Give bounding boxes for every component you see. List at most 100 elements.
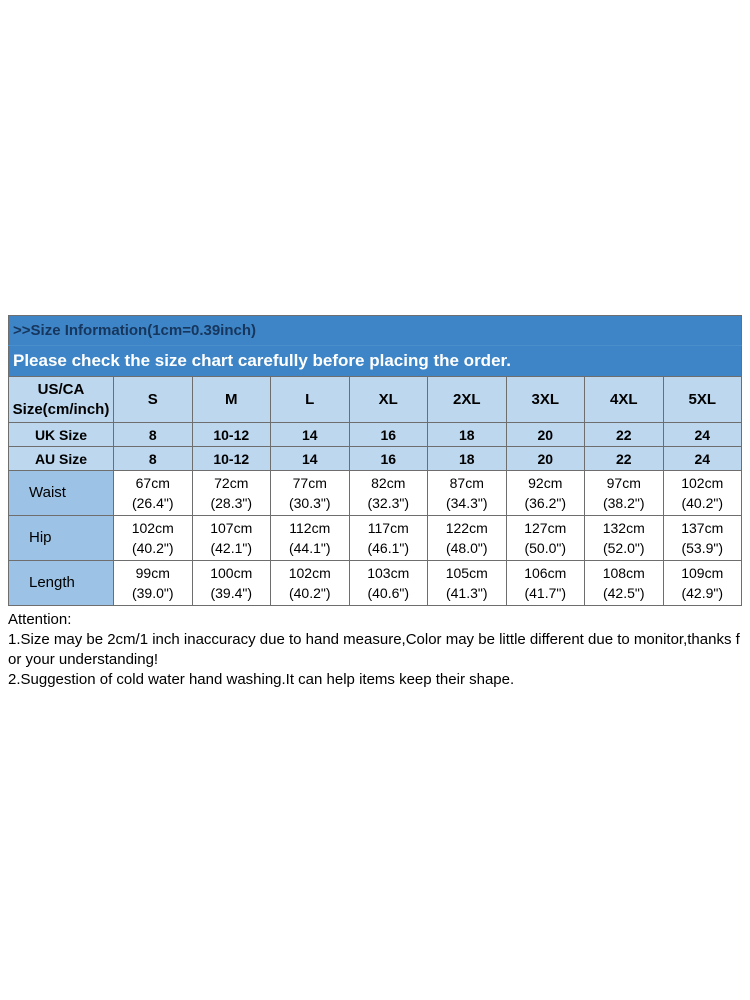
waist-cm: 87cm [449, 475, 484, 491]
uk-size-value: 14 [270, 422, 350, 447]
column-header-row: US/CA Size(cm/inch) S M L XL 2XL 3XL 4XL… [8, 376, 742, 423]
size-info-title-row: >>Size Information(1cm=0.39inch) [8, 315, 742, 346]
size-chart-section: >>Size Information(1cm=0.39inch) Please … [8, 315, 742, 690]
length-cm: 105cm [445, 565, 488, 581]
corner-header-line2: Size(cm/inch) [12, 400, 110, 418]
hip-inch: (40.2") [131, 540, 174, 556]
length-cell: 106cm (41.7") [505, 560, 585, 606]
hip-cell: 107cm (42.1") [191, 515, 271, 561]
length-inch: (39.0") [131, 585, 174, 601]
hip-cm: 112cm [289, 520, 331, 536]
au-size-row: AU Size 8 10-12 14 16 18 20 22 24 [8, 446, 742, 471]
hip-inch: (53.9") [681, 540, 724, 556]
size-header-xl: XL [348, 376, 428, 423]
waist-cm: 97cm [606, 475, 641, 491]
waist-label: Waist [8, 470, 114, 516]
size-info-title: >>Size Information(1cm=0.39inch) [13, 321, 256, 339]
waist-cell: 87cm (34.3") [427, 470, 507, 516]
hip-cell: 112cm (44.1") [270, 515, 350, 561]
length-cell: 105cm (41.3") [427, 560, 507, 606]
size-chart-notice-row: Please check the size chart carefully be… [8, 345, 742, 377]
size-header-2xl: 2XL [427, 376, 507, 423]
size-header-4xl: 4XL [584, 376, 664, 423]
length-cm: 103cm [367, 565, 410, 581]
hip-cm: 137cm [681, 520, 724, 536]
au-size-label: AU Size [8, 446, 114, 471]
hip-inch: (52.0") [602, 540, 645, 556]
size-chart-table: >>Size Information(1cm=0.39inch) Please … [8, 315, 742, 606]
au-size-value: 10-12 [191, 446, 271, 471]
waist-inch: (28.3") [210, 495, 253, 511]
hip-cell: 137cm (53.9") [662, 515, 742, 561]
waist-cell: 92cm (36.2") [505, 470, 585, 516]
hip-cm: 122cm [445, 520, 488, 536]
attention-heading: Attention: [8, 611, 72, 628]
waist-cell: 97cm (38.2") [584, 470, 664, 516]
waist-inch: (40.2") [681, 495, 724, 511]
length-inch: (42.9") [681, 585, 724, 601]
hip-cell: 127cm (50.0") [505, 515, 585, 561]
hip-inch: (48.0") [445, 540, 488, 556]
length-cm: 100cm [210, 565, 253, 581]
waist-cm: 102cm [681, 475, 724, 491]
hip-cm: 117cm [367, 520, 409, 536]
uk-size-value: 18 [427, 422, 507, 447]
uk-size-value: 10-12 [191, 422, 271, 447]
length-cm: 108cm [602, 565, 645, 581]
hip-inch: (50.0") [524, 540, 567, 556]
waist-cm: 67cm [135, 475, 170, 491]
uk-size-value: 16 [348, 422, 428, 447]
size-header-5xl: 5XL [662, 376, 742, 423]
length-cell: 109cm (42.9") [662, 560, 742, 606]
hip-cell: 102cm (40.2") [113, 515, 193, 561]
length-cell: 100cm (39.4") [191, 560, 271, 606]
waist-inch: (32.3") [367, 495, 410, 511]
length-inch: (40.6") [367, 585, 410, 601]
length-cell: 108cm (42.5") [584, 560, 664, 606]
length-inch: (39.4") [210, 585, 253, 601]
size-header-l: L [270, 376, 350, 423]
length-cm: 102cm [288, 565, 331, 581]
au-size-value: 24 [662, 446, 742, 471]
length-cm: 106cm [524, 565, 567, 581]
corner-header-cell: US/CA Size(cm/inch) [8, 376, 114, 423]
hip-inch: (46.1") [367, 540, 410, 556]
uk-size-label: UK Size [8, 422, 114, 447]
size-header-s: S [113, 376, 193, 423]
length-cell: 103cm (40.6") [348, 560, 428, 606]
length-inch: (41.7") [524, 585, 567, 601]
hip-cell: 132cm (52.0") [584, 515, 664, 561]
hip-label: Hip [8, 515, 114, 561]
length-cm: 99cm [135, 565, 170, 581]
waist-cm: 82cm [371, 475, 406, 491]
waist-cell: 72cm (28.3") [191, 470, 271, 516]
uk-size-row: UK Size 8 10-12 14 16 18 20 22 24 [8, 422, 742, 447]
size-header-3xl: 3XL [505, 376, 585, 423]
waist-cm: 77cm [292, 475, 327, 491]
hip-cm: 127cm [524, 520, 567, 536]
au-size-value: 20 [505, 446, 585, 471]
uk-size-value: 24 [662, 422, 742, 447]
hip-cell: 122cm (48.0") [427, 515, 507, 561]
waist-cm: 92cm [528, 475, 563, 491]
waist-cm: 72cm [214, 475, 249, 491]
hip-cm: 132cm [602, 520, 645, 536]
attention-line-1: 1.Size may be 2cm/1 inch inaccuracy due … [8, 631, 740, 668]
attention-note: Attention: 1.Size may be 2cm/1 inch inac… [8, 610, 742, 690]
waist-row: Waist 67cm (26.4") 72cm (28.3") 77cm (30… [8, 470, 742, 516]
au-size-value: 22 [584, 446, 664, 471]
length-inch: (42.5") [602, 585, 645, 601]
hip-row: Hip 102cm (40.2") 107cm (42.1") 112cm (4… [8, 515, 742, 561]
au-size-value: 8 [113, 446, 193, 471]
hip-cm: 107cm [210, 520, 253, 536]
waist-cell: 102cm (40.2") [662, 470, 742, 516]
waist-inch: (38.2") [602, 495, 645, 511]
waist-cell: 67cm (26.4") [113, 470, 193, 516]
waist-inch: (34.3") [445, 495, 488, 511]
length-cell: 102cm (40.2") [270, 560, 350, 606]
waist-inch: (30.3") [288, 495, 331, 511]
waist-inch: (26.4") [131, 495, 174, 511]
au-size-value: 18 [427, 446, 507, 471]
length-inch: (41.3") [445, 585, 488, 601]
uk-size-value: 20 [505, 422, 585, 447]
